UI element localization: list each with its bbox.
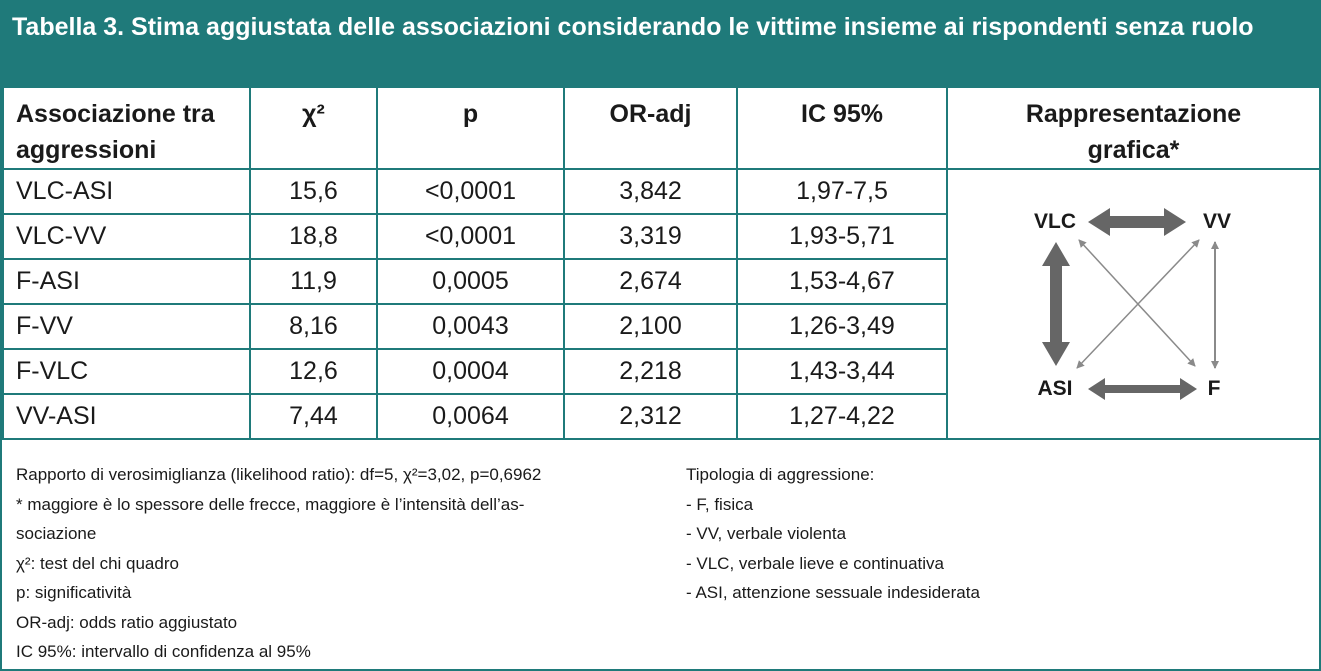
footnote-chi-square: χ²: test del chi quadro (16, 553, 179, 573)
header-p: p (376, 86, 565, 170)
arrow-asi-f (1088, 378, 1197, 400)
cell-p: 0,0043 (376, 303, 565, 350)
cell-chi-square: 8,16 (249, 303, 378, 350)
node-f: F (1208, 377, 1221, 400)
header-or-adj: OR-adj (563, 86, 738, 170)
cell-or-adj: 2,100 (563, 303, 738, 350)
legend-asi: - ASI, attenzione sessuale indesiderata (686, 583, 980, 602)
footnote-or-adj: OR-adj: odds ratio aggiustato (16, 612, 238, 632)
cell-association: VLC-VV (2, 213, 251, 260)
table-row: F-VLC 12,6 0,0004 2,218 1,43-3,44 (2, 348, 1320, 395)
cell-p: 0,0064 (376, 393, 565, 440)
cell-chi-square: 18,8 (249, 213, 378, 260)
cell-association: VLC-ASI (2, 168, 251, 215)
arrow-vlc-asi (1042, 242, 1070, 366)
table-row: F-VV 8,16 0,0043 2,100 1,26-3,49 (2, 303, 1320, 350)
node-vlc: VLC (1034, 210, 1076, 233)
association-diagram: VLC VV ASI F (1034, 208, 1231, 400)
cell-chi-square: 7,44 (249, 393, 378, 440)
arrow-vv-asi (1076, 239, 1200, 369)
header-associazione: Associazione tra aggressioni (2, 86, 251, 170)
cell-chi-square: 12,6 (249, 348, 378, 395)
cell-chi-square: 11,9 (249, 258, 378, 305)
cell-p: <0,0001 (376, 213, 565, 260)
footnote-likelihood-ratio: Rapporto di verosimiglianza (likelihood … (16, 465, 542, 484)
footnote-p: p: significatività (16, 583, 132, 602)
footnotes-left: Rapporto di verosimiglianza (likelihood … (16, 460, 656, 667)
header-ic95: IC 95% (736, 86, 948, 170)
cell-ic95: 1,97-7,5 (736, 168, 948, 215)
table-row: VLC-VV 18,8 <0,0001 3,319 1,93-5,71 (2, 213, 1320, 260)
cell-ic95: 1,53-4,67 (736, 258, 948, 305)
footnote-arrow-thickness: * maggiore è lo spessore delle frecce, m… (16, 494, 525, 514)
cell-p: 0,0004 (376, 348, 565, 395)
legend-vv: - VV, verbale violenta (686, 524, 847, 543)
header-row: Associazione tra aggressioni χ² p OR-adj… (2, 86, 1321, 170)
cell-ic95: 1,27-4,22 (736, 393, 948, 440)
node-asi: ASI (1037, 377, 1072, 400)
cell-ic95: 1,93-5,71 (736, 213, 948, 260)
legend-f: - F, fisica (686, 494, 754, 514)
footnote-ic95: IC 95%: intervallo di confidenza al 95% (16, 642, 311, 661)
cell-association: VV-ASI (2, 393, 251, 440)
cell-chi-square: 15,6 (249, 168, 378, 215)
cell-or-adj: 2,218 (563, 348, 738, 395)
cell-or-adj: 2,312 (563, 393, 738, 440)
cell-or-adj: 3,319 (563, 213, 738, 260)
association-table: Associazione tra aggressioni χ² p OR-adj… (2, 86, 1321, 440)
title-bar: Tabella 3. Stima aggiustata delle associ… (2, 2, 1319, 86)
footnotes-right: Tipologia di aggressione: - F, fisica - … (686, 460, 1286, 608)
table-row: VLC-ASI 15,6 <0,0001 3,842 1,97-7,5 VLC (2, 168, 1321, 440)
cell-or-adj: 2,674 (563, 258, 738, 305)
cell-or-adj: 3,842 (563, 168, 738, 215)
association-diagram-cell: VLC VV ASI F (946, 168, 1321, 440)
legend-vlc: - VLC, verbale lieve e continuativa (686, 553, 944, 573)
legend-title: Tipologia di aggressione: (686, 465, 875, 484)
footnote-arrow-thickness-cont: sociazione (16, 524, 97, 543)
header-chi-square: χ² (249, 86, 378, 170)
table-row: F-ASI 11,9 0,0005 2,674 1,53-4,67 (2, 258, 1320, 305)
cell-ic95: 1,43-3,44 (736, 348, 948, 395)
node-vv: VV (1203, 210, 1231, 233)
arrow-vlc-vv (1088, 208, 1186, 236)
table-title: Tabella 3. Stima aggiustata delle associ… (12, 13, 1254, 41)
cell-p: <0,0001 (376, 168, 565, 215)
header-rappresentazione: Rappresentazione grafica* (946, 86, 1321, 170)
cell-p: 0,0005 (376, 258, 565, 305)
cell-association: F-ASI (2, 258, 251, 305)
table-row: VV-ASI 7,44 0,0064 2,312 1,27-4,22 (2, 393, 1320, 440)
cell-ic95: 1,26-3,49 (736, 303, 948, 350)
cell-association: F-VLC (2, 348, 251, 395)
cell-association: F-VV (2, 303, 251, 350)
